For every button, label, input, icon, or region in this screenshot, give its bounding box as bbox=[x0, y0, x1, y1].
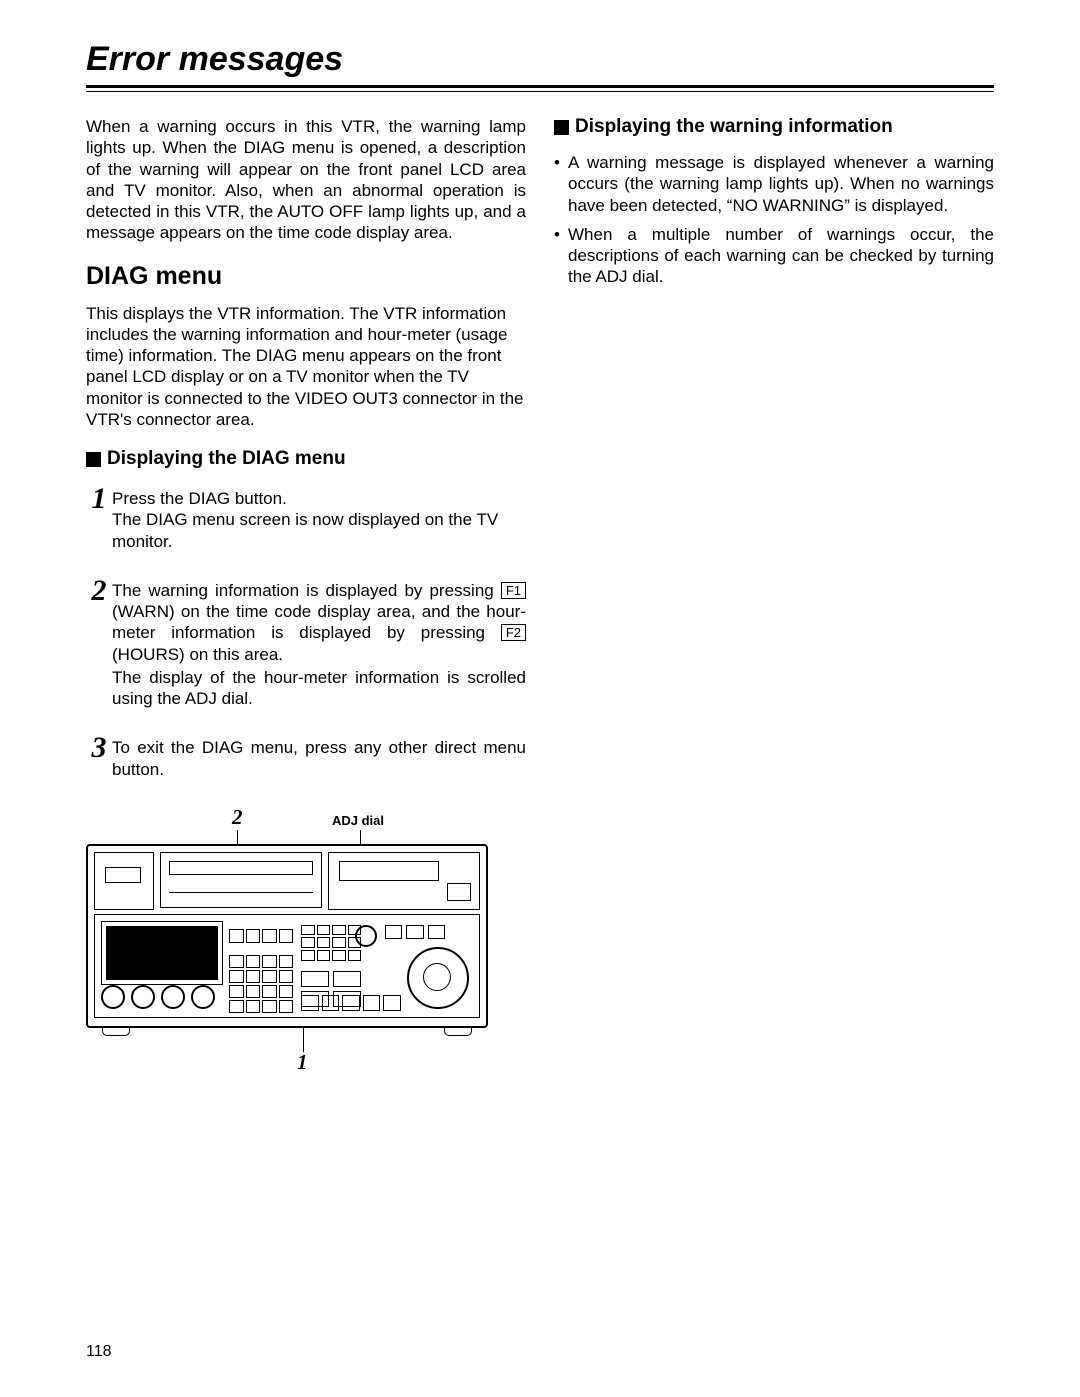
vtr-device-illustration bbox=[86, 844, 488, 1028]
adj-dial-label: ADJ dial bbox=[332, 813, 384, 828]
square-bullet-icon bbox=[86, 452, 101, 467]
bullet-item: • A warning message is displayed wheneve… bbox=[554, 152, 994, 216]
page-number: 118 bbox=[86, 1343, 112, 1361]
left-column: When a warning occurs in this VTR, the w… bbox=[86, 116, 526, 1064]
f1-keycap: F1 bbox=[501, 582, 526, 599]
step-text: The warning information is displayed by … bbox=[112, 581, 501, 600]
step-1: 1 Press the DIAG button. The DIAG menu s… bbox=[86, 484, 526, 552]
callout-1-label: 1 bbox=[297, 1050, 308, 1075]
step-3: 3 To exit the DIAG menu, press any other… bbox=[86, 733, 526, 780]
step-text: (WARN) on the time code display area, an… bbox=[112, 602, 526, 642]
step-tail: The display of the hour-meter informatio… bbox=[112, 667, 526, 710]
sub-heading-text: Displaying the DIAG menu bbox=[107, 448, 346, 470]
page: Error messages When a warning occurs in … bbox=[0, 0, 1080, 1397]
step-number: 3 bbox=[86, 733, 112, 763]
sub-heading-text: Displaying the warning information bbox=[575, 116, 893, 138]
bullet-dot-icon: • bbox=[554, 152, 568, 216]
columns: When a warning occurs in this VTR, the w… bbox=[86, 116, 994, 1064]
f2-keycap: F2 bbox=[501, 624, 526, 641]
diag-menu-description: This displays the VTR information. The V… bbox=[86, 303, 526, 431]
displaying-warning-info-heading: Displaying the warning information bbox=[554, 116, 994, 138]
intro-paragraph: When a warning occurs in this VTR, the w… bbox=[86, 116, 526, 244]
bullet-text: A warning message is displayed whenever … bbox=[568, 152, 994, 216]
page-title: Error messages bbox=[86, 40, 994, 79]
figure-top-callouts: 2 ADJ dial bbox=[86, 804, 486, 830]
right-column: Displaying the warning information • A w… bbox=[554, 116, 994, 1064]
displaying-diag-menu-heading: Displaying the DIAG menu bbox=[86, 448, 526, 470]
step-body: The warning information is displayed by … bbox=[112, 576, 526, 710]
step-text: (HOURS) on this area. bbox=[112, 645, 283, 664]
bullet-dot-icon: • bbox=[554, 224, 568, 288]
step-line: Press the DIAG button. bbox=[112, 488, 526, 509]
device-figure: 2 ADJ dial bbox=[86, 804, 486, 1064]
step-line: To exit the DIAG menu, press any other d… bbox=[112, 737, 526, 780]
bullet-text: When a multiple number of warnings occur… bbox=[568, 224, 994, 288]
step-line: The DIAG menu screen is now displayed on… bbox=[112, 509, 526, 552]
callout-2-label: 2 bbox=[232, 805, 243, 830]
step-number: 2 bbox=[86, 576, 112, 606]
step-number: 1 bbox=[86, 484, 112, 514]
warning-info-bullets: • A warning message is displayed wheneve… bbox=[554, 152, 994, 288]
bullet-item: • When a multiple number of warnings occ… bbox=[554, 224, 994, 288]
leader-lines-bottom: 1 bbox=[86, 1028, 486, 1064]
square-bullet-icon bbox=[554, 120, 569, 135]
step-body: To exit the DIAG menu, press any other d… bbox=[112, 733, 526, 780]
diag-menu-heading: DIAG menu bbox=[86, 262, 526, 291]
title-rule bbox=[86, 85, 994, 92]
step-body: Press the DIAG button. The DIAG menu scr… bbox=[112, 484, 526, 552]
step-2: 2 The warning information is displayed b… bbox=[86, 576, 526, 710]
leader-lines-top bbox=[86, 830, 486, 844]
